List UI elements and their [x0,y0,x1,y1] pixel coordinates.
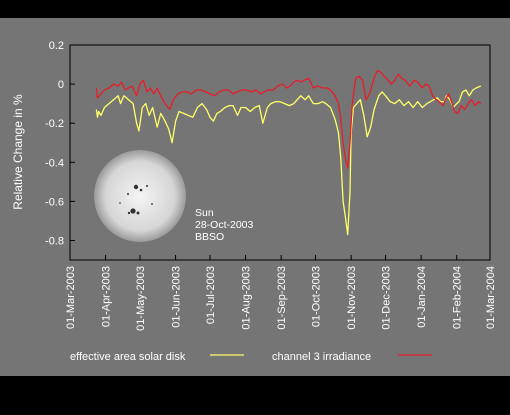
y-tick-label: -0.4 [45,157,64,169]
sun-disk [94,150,186,242]
x-tick-label: 01-May-2003 [135,266,147,331]
series-layer [95,69,482,236]
x-tick-label: 01-Mar-2003 [65,266,77,329]
y-tick-label: 0 [58,79,64,91]
sunspots [119,184,153,215]
x-tick-label: 01-Nov-2003 [346,266,358,330]
y-tick-label: -0.8 [45,235,64,247]
x-tick-label: 01-Apr-2003 [101,266,113,327]
sun-inset [94,150,186,242]
inset-label-line-3: BBSO [195,231,224,243]
x-tick-label: 01-Jul-2003 [205,266,217,324]
x-tick-label: 01-Jun-2003 [171,266,183,328]
y-axis: 0.2 0 -0.2 -0.4 -0.6 -0.8 [45,40,75,247]
x-tick-label: 01-Mar-2004 [485,266,497,329]
y-tick-label: 0.2 [49,40,64,52]
legend-label-effective-area: effective area solar disk [70,351,186,363]
x-axis: 01-Mar-2003 01-Apr-2003 01-May-2003 01-Jun-… [65,255,497,331]
x-tick-label: 01-Aug-2003 [241,266,253,330]
inset-label-line-1: Sun [195,207,214,219]
y-tick-label: -0.2 [45,118,64,130]
x-tick-label: 01-Sep-2003 [276,266,288,330]
inset-label-line-2: 28-Oct-2003 [195,219,254,231]
series-line-channel3 [95,69,482,169]
x-tick-label: 01-Feb-2004 [452,266,464,329]
series-line-effective-area [95,85,482,236]
x-tick-label: 01-Dec-2003 [381,266,393,330]
x-tick-label: 01-Jan-2004 [416,266,428,328]
legend-label-channel3: channel 3 irradiance [272,351,371,363]
y-tick-label: -0.6 [45,196,64,208]
legend: effective area solar disk channel 3 irra… [70,351,432,363]
y-axis-title: Relative Change in % [11,94,25,210]
x-tick-label: 01-Oct-2003 [311,266,323,327]
